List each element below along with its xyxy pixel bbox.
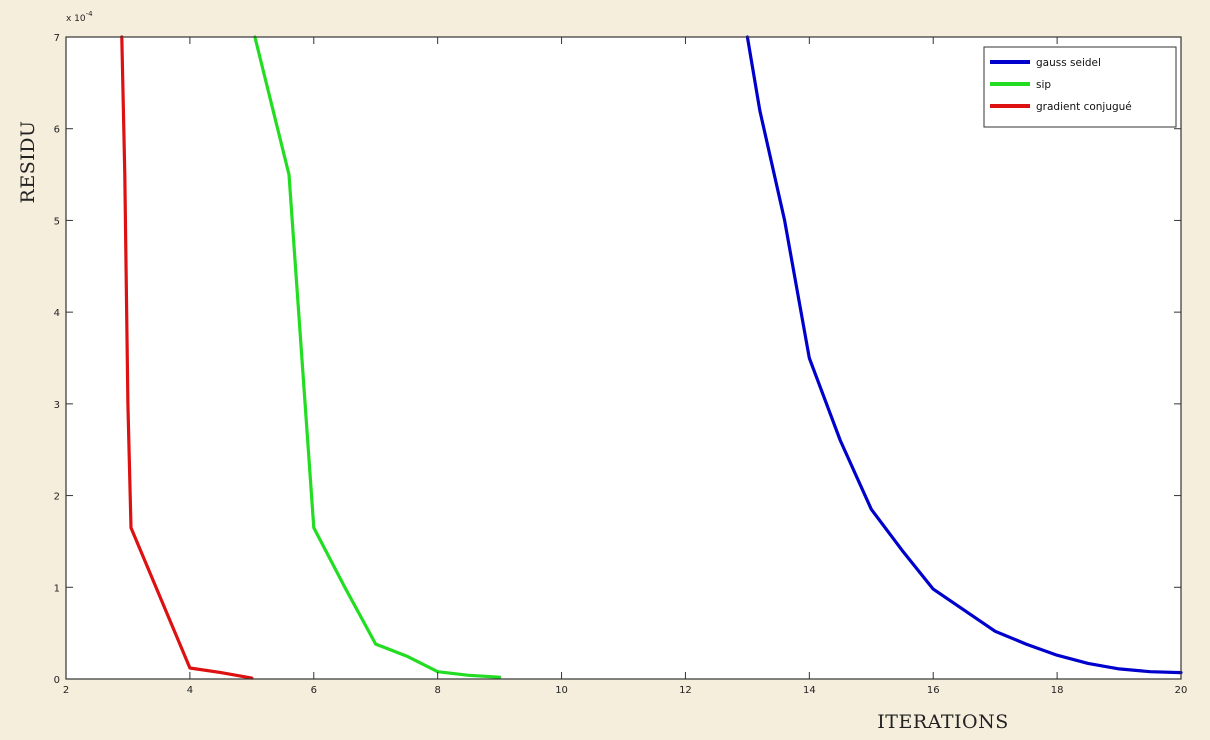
y-tick-label: 3 (54, 400, 60, 411)
y-axis-multiplier: x 10-4 (66, 10, 93, 24)
y-tick-label: 1 (54, 583, 60, 594)
x-tick-label: 16 (927, 685, 940, 696)
x-tick-label: 12 (679, 685, 692, 696)
legend-label: sip (1036, 79, 1051, 91)
x-tick-label: 8 (434, 685, 440, 696)
y-axis-title: RESIDU (17, 121, 39, 204)
y-tick-label: 5 (54, 216, 60, 227)
legend-label: gauss seidel (1036, 57, 1101, 69)
x-tick-label: 20 (1175, 685, 1188, 696)
y-tick-label: 2 (54, 492, 60, 503)
legend-entries: gauss seidel sip gradient conjugué (990, 57, 1132, 113)
x-axis-title: ITERATIONS (877, 711, 1008, 733)
x-tick-label: 6 (311, 685, 317, 696)
y-tick-label: 7 (54, 33, 60, 44)
x-tick-label: 2 (63, 685, 69, 696)
y-tick-label: 4 (54, 308, 60, 319)
series-line-2 (120, 35, 254, 680)
y-tick-label: 6 (54, 125, 60, 136)
legend-label: gradient conjugué (1036, 101, 1132, 113)
series-line-1 (253, 35, 502, 679)
y-tick-label: 0 (54, 675, 60, 686)
x-tick-label: 18 (1051, 685, 1064, 696)
plot-frame (65, 36, 1182, 680)
legend: gauss seidel sip gradient conjugué (983, 46, 1177, 128)
x-tick-label: 4 (187, 685, 193, 696)
x-tick-label: 14 (803, 685, 816, 696)
plot-area (66, 37, 1181, 679)
y-axis-ticks: 0 1 2 3 4 5 6 7 (54, 33, 1181, 686)
plot-lines (120, 35, 1183, 680)
series-line-0 (745, 35, 1183, 675)
x-axis-ticks: 2 4 6 8 10 12 14 16 18 20 (63, 37, 1188, 696)
x-tick-label: 10 (555, 685, 568, 696)
